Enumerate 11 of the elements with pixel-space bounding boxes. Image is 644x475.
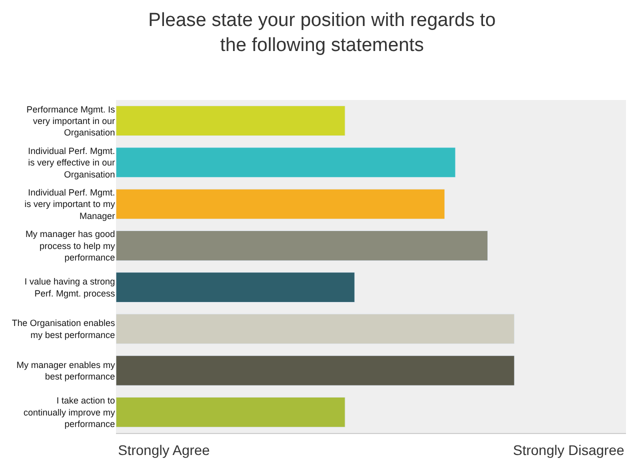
y-tick-label: The Organisation enables my best performance xyxy=(12,318,116,340)
y-tick-label: Individual Perf. Mgmt. is very important to my Manager xyxy=(24,188,116,221)
y-tick-label: My manager enables my best performance xyxy=(16,360,116,382)
y-tick-label: I value having a strong Perf. Mgmt. process xyxy=(24,276,116,298)
text: Strongly Agree xyxy=(118,442,210,458)
y-tick-label: I take action to continually improve my performance xyxy=(23,396,116,430)
chart-title: Please state your position with regards to the following statements xyxy=(148,10,496,56)
y-tick-label: Performance Mgmt. Is very important in our Organisation xyxy=(26,104,116,138)
text: Strongly Disagree xyxy=(513,442,624,458)
y-tick-label: My manager has good process to help my performance xyxy=(25,229,116,263)
y-tick-label: Individual Perf. Mgmt. is very effective in our Organisation xyxy=(28,146,115,180)
